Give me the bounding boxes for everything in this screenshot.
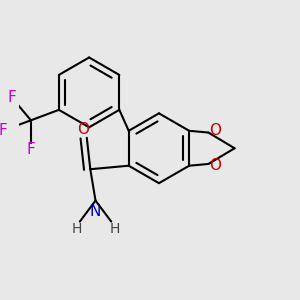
- Text: N: N: [90, 204, 101, 219]
- Text: O: O: [77, 122, 89, 136]
- Text: O: O: [209, 158, 221, 173]
- Text: H: H: [110, 222, 120, 236]
- Text: F: F: [27, 142, 35, 158]
- Text: H: H: [71, 222, 82, 236]
- Text: O: O: [209, 123, 221, 138]
- Text: F: F: [8, 90, 16, 105]
- Text: F: F: [0, 123, 8, 138]
